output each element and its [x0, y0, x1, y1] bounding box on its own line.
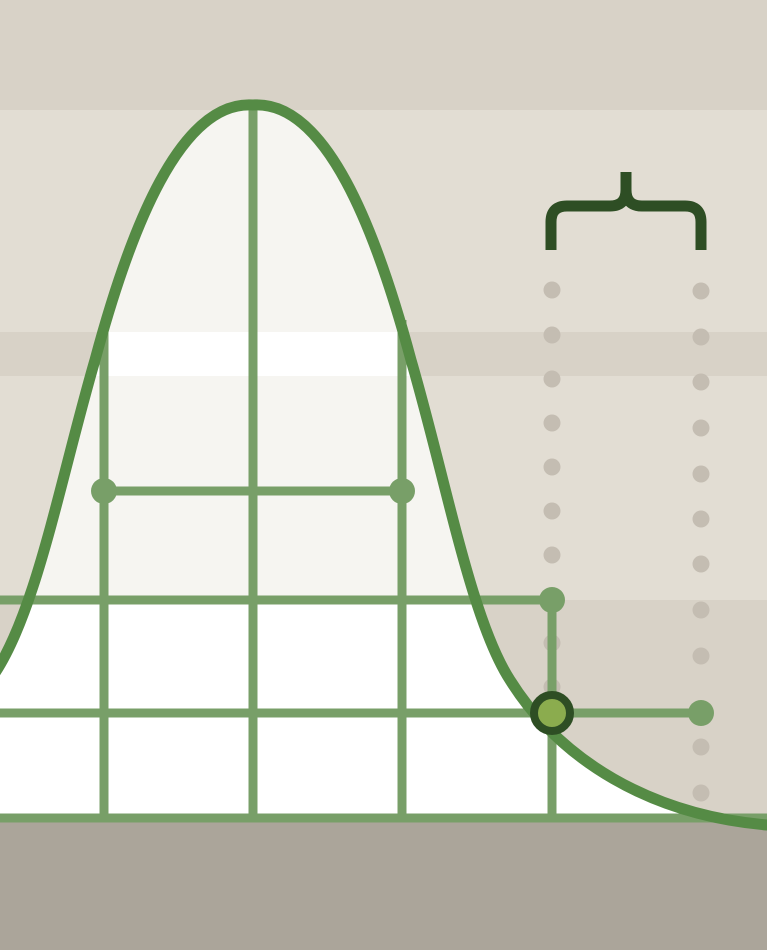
dotted-guide-right [692, 282, 710, 802]
grid-lines [0, 110, 767, 823]
bell-curve-icon [0, 99, 767, 831]
floor-band [0, 818, 767, 950]
node-left-mid [91, 478, 117, 504]
node-right-mid [389, 478, 415, 504]
data-point-icon [530, 691, 574, 735]
node-guide-right [688, 700, 714, 726]
grid-nodes [91, 478, 714, 726]
curly-brace-icon [545, 172, 707, 250]
node-guide-left [539, 587, 565, 613]
